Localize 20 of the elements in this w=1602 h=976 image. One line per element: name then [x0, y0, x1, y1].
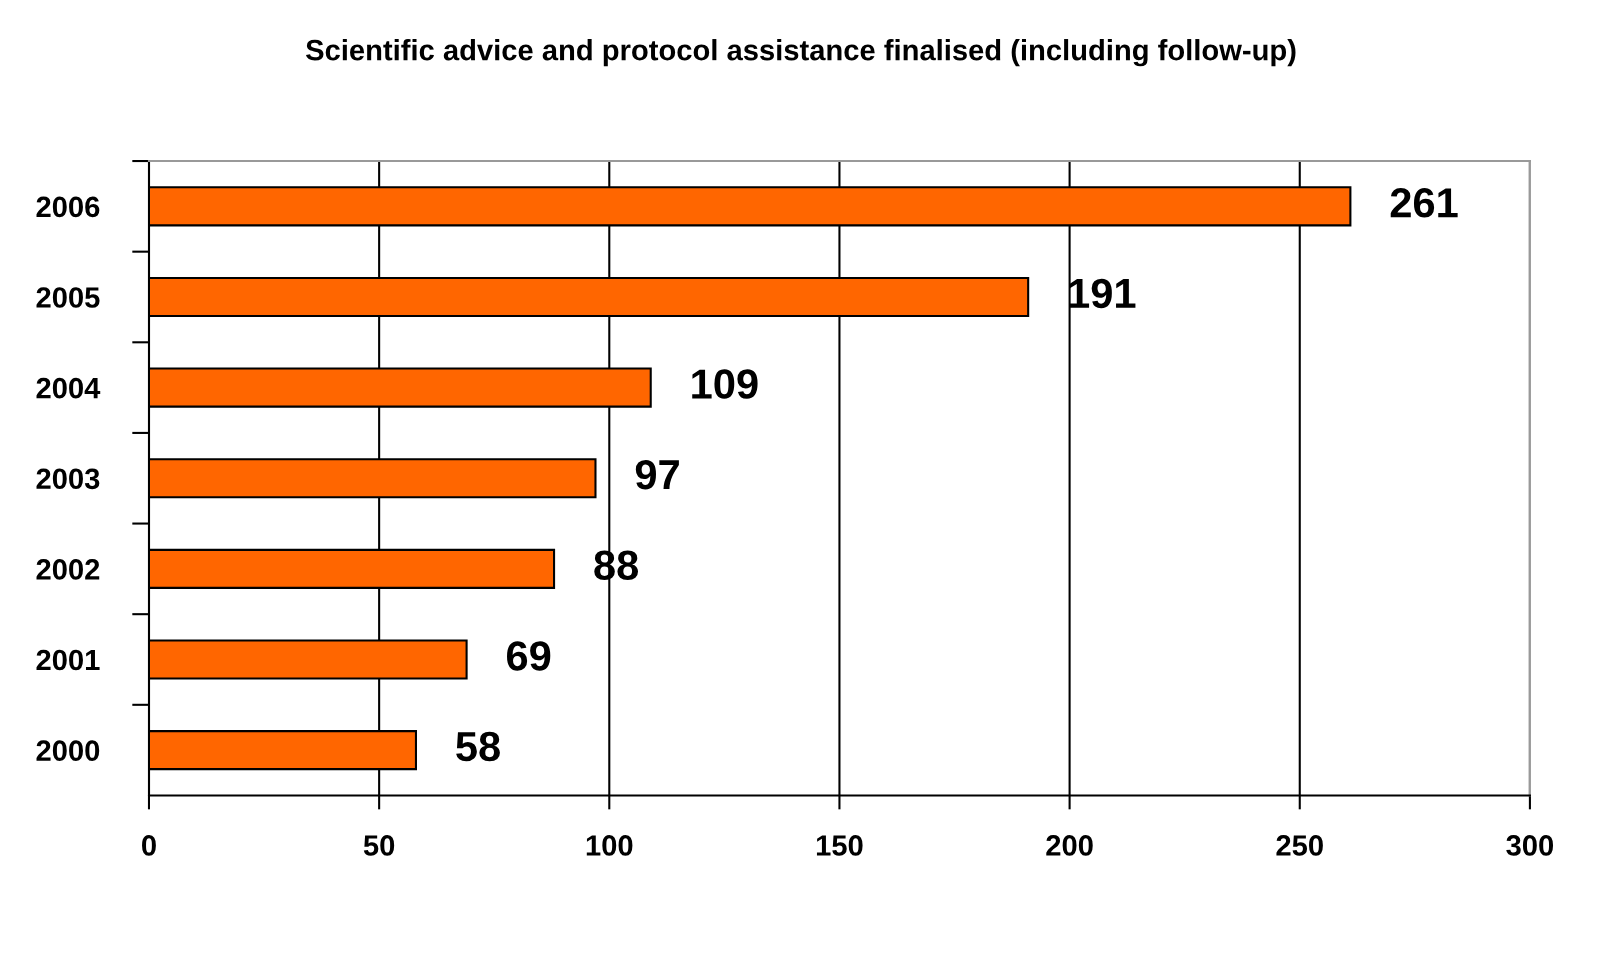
y-tick-label: 2006: [36, 196, 100, 218]
data-label: 58: [456, 731, 500, 762]
x-tick-label: 150: [816, 835, 863, 856]
y-tick-label: 2005: [36, 287, 100, 308]
data-label: 69: [507, 641, 551, 671]
x-tick-label: 50: [363, 835, 395, 856]
x-tick-label: 200: [1046, 835, 1093, 856]
y-tick-label: 2000: [36, 740, 100, 761]
data-label: 109: [692, 369, 758, 399]
data-label: 261: [1390, 188, 1458, 218]
y-tick-label: 2002: [36, 559, 100, 580]
x-tick-label: 0: [142, 835, 156, 856]
y-tick-label: 2003: [36, 468, 100, 490]
x-tick-label: 100: [586, 835, 633, 856]
x-tick-label: 250: [1276, 835, 1323, 856]
x-tick-label: 300: [1506, 835, 1554, 856]
y-tick-label: 2004: [36, 377, 101, 399]
y-tick-label: 2001: [36, 649, 100, 671]
data-label: 97: [635, 459, 679, 490]
chart-title: Scientific advice and protocol assistance finalised (including follow-up): [305, 39, 1296, 67]
